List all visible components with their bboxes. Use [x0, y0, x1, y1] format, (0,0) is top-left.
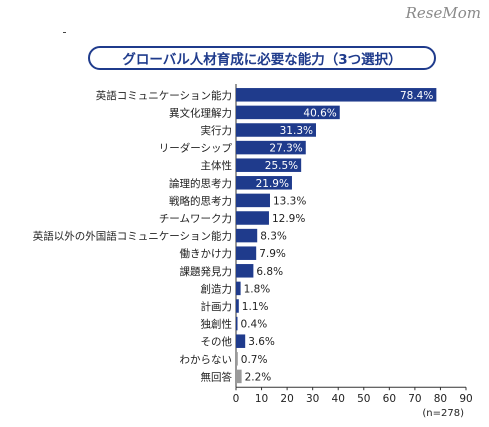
x-tick-label-10: 10	[255, 393, 268, 405]
category-label-11: 課題発見力	[180, 265, 233, 278]
bar-15	[236, 334, 246, 348]
category-label-12: 創造力	[201, 282, 233, 295]
value-label-12: 1.8%	[244, 283, 271, 295]
bar-17	[236, 369, 242, 384]
bar-8	[236, 211, 269, 225]
value-label-1: 78.4%	[400, 90, 433, 102]
x-tick-label-0: 0	[233, 393, 240, 405]
category-label-2: 異文化理解力	[169, 106, 232, 119]
value-label-13: 1.1%	[242, 301, 269, 313]
value-label-15: 3.6%	[248, 336, 275, 348]
category-label-13: 計画力	[201, 300, 233, 313]
bar-5	[236, 158, 302, 172]
bar-12	[236, 281, 241, 296]
category-label-3: 実行力	[201, 124, 233, 137]
x-tick-label-80: 80	[434, 393, 447, 405]
sample-size-note: (n=278)	[422, 408, 464, 419]
category-label-4: リーダーシップ	[159, 142, 233, 155]
x-tick-label-40: 40	[332, 393, 345, 405]
x-tick-label-20: 20	[280, 393, 293, 405]
category-label-17: 無回答	[201, 370, 233, 383]
value-label-3: 31.3%	[280, 125, 313, 137]
value-label-2: 40.6%	[303, 107, 336, 119]
value-label-8: 12.9%	[272, 213, 305, 225]
x-tick-label-30: 30	[306, 393, 319, 405]
value-label-9: 8.3%	[260, 231, 287, 243]
category-label-7: 戦略的思考力	[169, 194, 232, 207]
category-label-10: 働きかけ力	[180, 247, 233, 260]
bar-7	[236, 193, 270, 208]
category-label-8: チームワーク力	[159, 212, 232, 225]
value-label-17: 2.2%	[245, 371, 272, 383]
value-label-11: 6.8%	[256, 266, 283, 278]
decorative-dot	[63, 32, 66, 33]
category-label-15: その他	[201, 335, 233, 348]
value-label-6: 21.9%	[256, 178, 289, 190]
category-label-16: わからない	[180, 354, 233, 366]
value-label-7: 13.3%	[273, 195, 306, 207]
resemom-watermark: ReseMom	[405, 4, 481, 22]
x-tick-label-70: 70	[408, 393, 421, 405]
bar-1	[236, 88, 437, 102]
value-label-16: 0.7%	[241, 354, 268, 366]
value-label-14: 0.4%	[241, 319, 268, 331]
bar-14	[236, 316, 238, 331]
value-label-5: 25.5%	[265, 160, 298, 172]
value-label-10: 7.9%	[259, 248, 286, 260]
category-label-14: 独創性	[201, 318, 233, 331]
bar-16	[236, 352, 238, 366]
category-label-6: 論理的思考力	[169, 177, 232, 190]
bar-6	[236, 176, 292, 190]
x-tick-label-90: 90	[459, 393, 472, 405]
bar-13	[236, 299, 239, 313]
bar-3	[236, 123, 316, 137]
bar-4	[236, 140, 306, 155]
category-label-1: 英語コミュニケーション能力	[96, 89, 232, 102]
x-tick-label-50: 50	[357, 393, 370, 405]
x-tick-label-60: 60	[383, 393, 396, 405]
bar-11	[236, 264, 254, 278]
bar-9	[236, 228, 258, 243]
bar-10	[236, 246, 257, 260]
bar-2	[236, 105, 340, 120]
value-label-4: 27.3%	[269, 143, 302, 155]
category-label-5: 主体性	[201, 159, 233, 172]
chart-title: グローバル人材育成に必要な能力（3つ選択）	[88, 46, 436, 70]
category-label-9: 英語以外の外国語コミュニケーション能力	[33, 230, 232, 243]
